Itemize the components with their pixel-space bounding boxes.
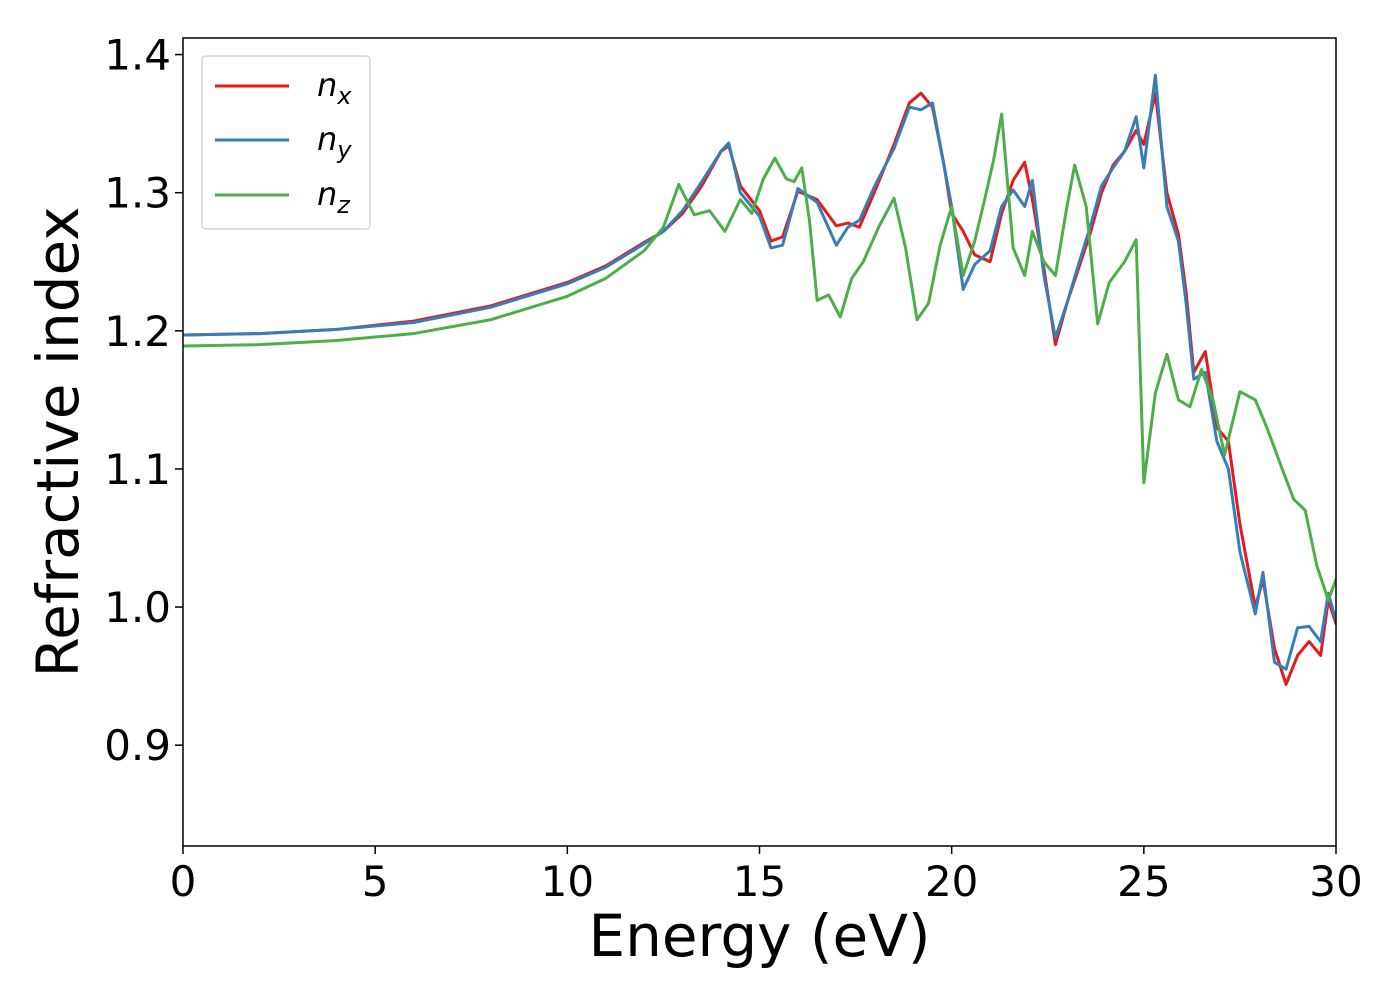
x-axis-title: Energy (eV) — [588, 902, 930, 970]
legend-label-nz-sub: z — [336, 191, 351, 219]
legend-box — [201, 55, 371, 230]
x-tick-label: 10 — [541, 857, 594, 906]
x-tick-label: 5 — [362, 857, 389, 906]
y-tick-label: 1.2 — [104, 307, 171, 356]
y-tick-label: 0.9 — [104, 721, 171, 770]
plot-layer — [183, 73, 1336, 686]
legend-label-ny-base: n — [317, 120, 337, 158]
series-line-ny — [183, 73, 1336, 671]
x-tick-label: 30 — [1309, 857, 1362, 906]
y-axis-title: Refractive index — [24, 206, 92, 677]
x-tick-label: 25 — [1117, 857, 1170, 906]
legend-label-nz-base: n — [317, 175, 337, 213]
tick-layer: 0 5 10 15 20 25 30 0.9 1.0 1.1 1.2 1.3 1.4 — [104, 31, 1363, 906]
x-tick-label: 20 — [925, 857, 978, 906]
series-line-nz — [183, 112, 1336, 602]
legend-label-ny-sub: y — [336, 136, 352, 164]
legend-label-nx-base: n — [317, 66, 337, 104]
series-lines — [183, 73, 1336, 686]
y-tick-label: 1.3 — [104, 169, 171, 218]
y-tick-label: 1.1 — [104, 445, 171, 494]
legend-label-nz: nz — [317, 175, 351, 219]
x-tick-label: 15 — [733, 857, 786, 906]
x-tick-label: 0 — [170, 857, 197, 906]
legend-label-ny: ny — [317, 120, 352, 164]
legend-label-nx: nx — [317, 66, 352, 110]
legend: nx ny nz — [201, 55, 371, 230]
legend-label-nx-sub: x — [336, 82, 352, 110]
y-tick-label: 1.0 — [104, 583, 171, 632]
y-tick-label: 1.4 — [104, 31, 171, 80]
